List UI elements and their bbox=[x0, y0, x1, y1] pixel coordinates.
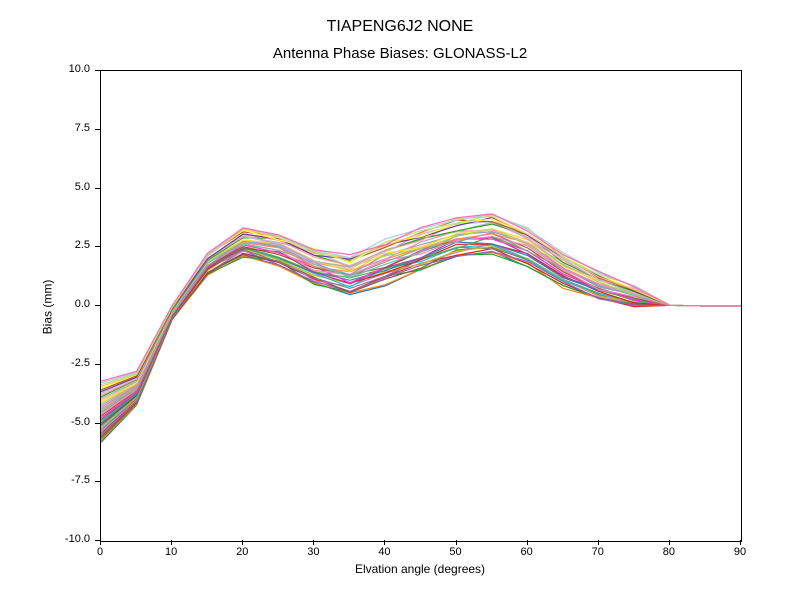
x-tick bbox=[171, 540, 172, 545]
x-tick-label: 0 bbox=[85, 546, 115, 558]
x-tick-label: 20 bbox=[227, 546, 257, 558]
x-tick bbox=[456, 540, 457, 545]
x-tick bbox=[100, 540, 101, 545]
x-tick bbox=[313, 540, 314, 545]
x-tick bbox=[527, 540, 528, 545]
y-tick bbox=[95, 423, 100, 424]
y-tick bbox=[95, 188, 100, 189]
chart-lines bbox=[101, 71, 741, 541]
plot-area bbox=[100, 70, 742, 542]
y-tick bbox=[95, 481, 100, 482]
y-tick-label: 2.5 bbox=[50, 239, 90, 251]
x-tick-label: 90 bbox=[725, 546, 755, 558]
series-line bbox=[101, 230, 741, 406]
x-tick-label: 40 bbox=[369, 546, 399, 558]
y-tick bbox=[95, 129, 100, 130]
x-tick-label: 50 bbox=[441, 546, 471, 558]
y-tick-label: -2.5 bbox=[50, 357, 90, 369]
x-tick bbox=[740, 540, 741, 545]
y-tick-label: -10.0 bbox=[50, 533, 90, 545]
y-tick bbox=[95, 364, 100, 365]
x-tick-label: 80 bbox=[654, 546, 684, 558]
series-line bbox=[101, 229, 741, 402]
x-axis-label: Elvation angle (degrees) bbox=[100, 562, 740, 576]
y-tick-label: -7.5 bbox=[50, 474, 90, 486]
y-tick bbox=[95, 246, 100, 247]
x-tick-label: 60 bbox=[512, 546, 542, 558]
x-tick-label: 30 bbox=[298, 546, 328, 558]
y-tick-label: 5.0 bbox=[50, 181, 90, 193]
chart-title: Antenna Phase Biases: GLONASS-L2 bbox=[0, 45, 800, 62]
y-tick-label: -5.0 bbox=[50, 416, 90, 428]
x-tick-label: 10 bbox=[156, 546, 186, 558]
x-tick bbox=[384, 540, 385, 545]
x-tick bbox=[669, 540, 670, 545]
series-line bbox=[101, 229, 741, 400]
y-tick bbox=[95, 70, 100, 71]
series-line bbox=[101, 229, 741, 411]
suptitle: TIAPENG6J2 NONE bbox=[0, 18, 800, 36]
x-tick-label: 70 bbox=[583, 546, 613, 558]
y-tick bbox=[95, 305, 100, 306]
y-tick-label: 10.0 bbox=[50, 63, 90, 75]
y-tick-label: 7.5 bbox=[50, 122, 90, 134]
series-line bbox=[101, 229, 741, 404]
x-tick bbox=[242, 540, 243, 545]
x-tick bbox=[598, 540, 599, 545]
y-tick-label: 0.0 bbox=[50, 298, 90, 310]
